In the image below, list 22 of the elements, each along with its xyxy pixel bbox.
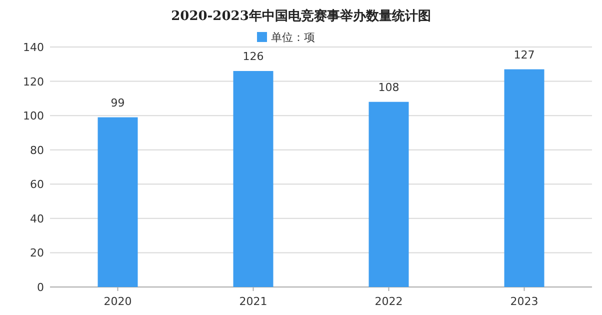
bar xyxy=(98,117,138,287)
bar xyxy=(368,102,409,287)
y-tick-label: 140 xyxy=(23,41,44,54)
y-tick-label: 20 xyxy=(30,246,44,260)
y-tick-label: 0 xyxy=(37,281,44,294)
legend-label: 单位：项 xyxy=(271,31,315,44)
x-tick-label: 2023 xyxy=(510,295,538,308)
y-tick-label: 60 xyxy=(30,178,44,192)
x-tick-label: 2020 xyxy=(104,295,132,308)
y-tick-label: 120 xyxy=(23,75,44,88)
data-label: 126 xyxy=(242,50,264,63)
data-label: 127 xyxy=(514,48,535,62)
data-label: 108 xyxy=(378,80,400,94)
y-tick-label: 80 xyxy=(30,144,44,157)
data-label: 99 xyxy=(110,96,125,110)
chart-title: 2020-2023年中国电竞赛事举办数量统计图 xyxy=(171,8,431,24)
y-tick-label: 100 xyxy=(23,110,44,123)
x-tick-label: 2022 xyxy=(374,295,403,308)
bar xyxy=(233,71,274,287)
y-tick-label: 40 xyxy=(30,212,44,226)
x-tick-label: 2021 xyxy=(239,295,268,308)
bar xyxy=(504,69,544,287)
